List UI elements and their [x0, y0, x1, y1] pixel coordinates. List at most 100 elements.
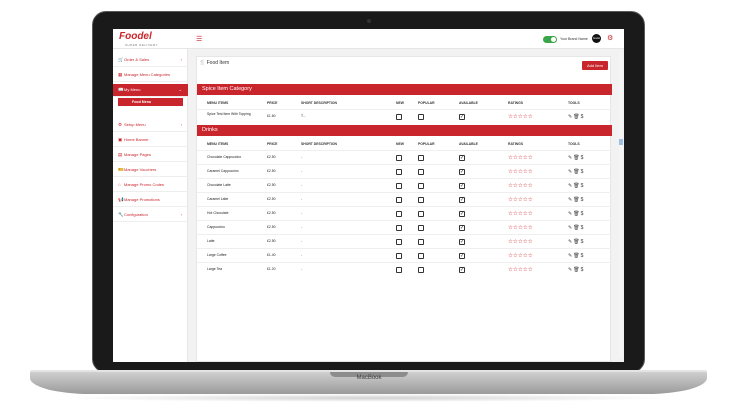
available-checkbox[interactable]: ✓: [459, 239, 465, 245]
currency-icon[interactable]: $: [580, 225, 585, 231]
popular-checkbox[interactable]: [418, 169, 424, 175]
popular-checkbox[interactable]: [418, 267, 424, 273]
popular-checkbox[interactable]: [418, 239, 424, 245]
table-row: Latte £2.50 - ✓ ☆☆☆☆☆ ✎🗑$: [197, 234, 612, 248]
rating-stars[interactable]: ☆☆☆☆☆: [508, 197, 533, 203]
sidebar-item-setup-menu[interactable]: ⚙ Setup Menu ›: [113, 119, 188, 131]
rating-stars[interactable]: ☆☆☆☆☆: [508, 183, 533, 189]
new-checkbox[interactable]: [396, 267, 402, 273]
new-checkbox[interactable]: [396, 239, 402, 245]
sidebar-item-manage-menu-categories[interactable]: ▦ Manage Menu Categories: [113, 69, 188, 81]
trash-icon[interactable]: 🗑: [573, 183, 581, 189]
available-checkbox[interactable]: ✓: [459, 253, 465, 259]
edit-icon[interactable]: ✎: [568, 114, 574, 120]
currency-icon[interactable]: $: [580, 183, 585, 189]
edit-icon[interactable]: ✎: [568, 211, 574, 217]
available-checkbox[interactable]: ✓: [459, 267, 465, 273]
sidebar-item-my-menu[interactable]: 📖My Menu ⌄: [113, 84, 188, 96]
trash-icon[interactable]: 🗑: [573, 225, 581, 231]
popular-cell: [418, 155, 424, 162]
sidebar-item-configuration[interactable]: 🔧Configuration ›: [113, 209, 188, 221]
new-cell: [396, 183, 402, 190]
popular-checkbox[interactable]: [418, 225, 424, 231]
rating-stars[interactable]: ☆☆☆☆☆: [508, 225, 533, 231]
edit-icon[interactable]: ✎: [568, 155, 574, 161]
available-checkbox[interactable]: ✓: [459, 197, 465, 203]
table-row: Large Tea £1.20 - ✓ ☆☆☆☆☆ ✎🗑$: [197, 262, 612, 276]
scrollbar-thumb[interactable]: [619, 139, 623, 145]
rating-stars[interactable]: ☆☆☆☆☆: [508, 155, 533, 161]
available-checkbox[interactable]: ✓: [459, 225, 465, 231]
trash-icon[interactable]: 🗑: [573, 155, 581, 161]
store-status-toggle[interactable]: [543, 36, 557, 43]
currency-icon[interactable]: $: [580, 211, 585, 217]
scrollbar-track[interactable]: [619, 51, 623, 357]
trash-icon[interactable]: 🗑: [573, 114, 581, 120]
new-checkbox[interactable]: [396, 197, 402, 203]
trash-icon[interactable]: 🗑: [573, 239, 581, 245]
brand-logo[interactable]: Foodel SUPER DELIVERY: [119, 32, 158, 50]
edit-icon[interactable]: ✎: [568, 197, 574, 203]
sidebar-item-manage-pages[interactable]: ▤ Manage Pages: [113, 149, 188, 161]
popular-checkbox[interactable]: [418, 183, 424, 189]
edit-icon[interactable]: ✎: [568, 267, 574, 273]
sidebar-item-manage-promo-codes[interactable]: ⌂ Manage Promo Codes: [113, 179, 188, 191]
sidebar-subitem-food-menu[interactable]: Food Menu: [118, 98, 183, 106]
currency-icon[interactable]: $: [580, 169, 585, 175]
available-checkbox[interactable]: ✓: [459, 211, 465, 217]
trash-icon[interactable]: 🗑: [573, 267, 581, 273]
available-checkbox[interactable]: ✓: [459, 169, 465, 175]
currency-icon[interactable]: $: [580, 197, 585, 203]
trash-icon[interactable]: 🗑: [573, 169, 581, 175]
available-checkbox[interactable]: ✓: [459, 114, 465, 120]
popular-checkbox[interactable]: [418, 114, 424, 120]
trash-icon[interactable]: 🗑: [573, 197, 581, 203]
currency-icon[interactable]: $: [580, 267, 585, 273]
trash-icon[interactable]: 🗑: [573, 253, 581, 259]
trash-icon[interactable]: 🗑: [573, 211, 581, 217]
popular-checkbox[interactable]: [418, 197, 424, 203]
sidebar-item-manage-vouchers[interactable]: 🎫Manage Vouchers: [113, 164, 188, 176]
edit-icon[interactable]: ✎: [568, 239, 574, 245]
edit-icon[interactable]: ✎: [568, 183, 574, 189]
new-checkbox[interactable]: [396, 114, 402, 120]
popular-checkbox[interactable]: [418, 253, 424, 259]
currency-icon[interactable]: $: [580, 155, 585, 161]
sidebar-item-manage-promotions[interactable]: 📢Manage Promotions: [113, 194, 188, 206]
item-name: Latte: [207, 239, 215, 243]
item-name: Large Tea: [207, 267, 223, 271]
settings-gear-icon[interactable]: ⚙: [607, 35, 614, 42]
rating-stars[interactable]: ☆☆☆☆☆: [508, 267, 533, 273]
currency-icon[interactable]: $: [580, 239, 585, 245]
edit-icon[interactable]: ✎: [568, 253, 574, 259]
popular-checkbox[interactable]: [418, 211, 424, 217]
rating-stars[interactable]: ☆☆☆☆☆: [508, 239, 533, 245]
popular-checkbox[interactable]: [418, 155, 424, 161]
available-checkbox[interactable]: ✓: [459, 183, 465, 189]
sidebar-item-home-banner[interactable]: ▣ Home Banner: [113, 134, 188, 146]
add-item-button[interactable]: Add Item: [582, 61, 608, 70]
currency-icon[interactable]: $: [580, 114, 585, 120]
currency-icon[interactable]: $: [580, 253, 585, 259]
rating-stars[interactable]: ☆☆☆☆☆: [508, 211, 533, 217]
new-checkbox[interactable]: [396, 155, 402, 161]
rating-stars[interactable]: ☆☆☆☆☆: [508, 169, 533, 175]
sidebar-divider: [113, 96, 188, 97]
new-cell: [396, 239, 402, 246]
hamburger-menu-icon[interactable]: ☰: [196, 36, 203, 43]
new-checkbox[interactable]: [396, 211, 402, 217]
new-checkbox[interactable]: [396, 169, 402, 175]
ticket-icon: 🎫: [118, 167, 124, 172]
section-header[interactable]: Drinks: [197, 125, 612, 136]
section-header[interactable]: Spice Item Category: [197, 84, 612, 95]
rating-stars[interactable]: ☆☆☆☆☆: [508, 253, 533, 259]
edit-icon[interactable]: ✎: [568, 169, 574, 175]
sidebar-item-order-sales[interactable]: 🛒Order & Sales ›: [113, 54, 188, 66]
new-checkbox[interactable]: [396, 253, 402, 259]
rating-stars[interactable]: ☆☆☆☆☆: [508, 114, 533, 120]
new-checkbox[interactable]: [396, 183, 402, 189]
available-checkbox[interactable]: ✓: [459, 155, 465, 161]
new-checkbox[interactable]: [396, 225, 402, 231]
avatar[interactable]: foodel: [592, 34, 601, 43]
edit-icon[interactable]: ✎: [568, 225, 574, 231]
